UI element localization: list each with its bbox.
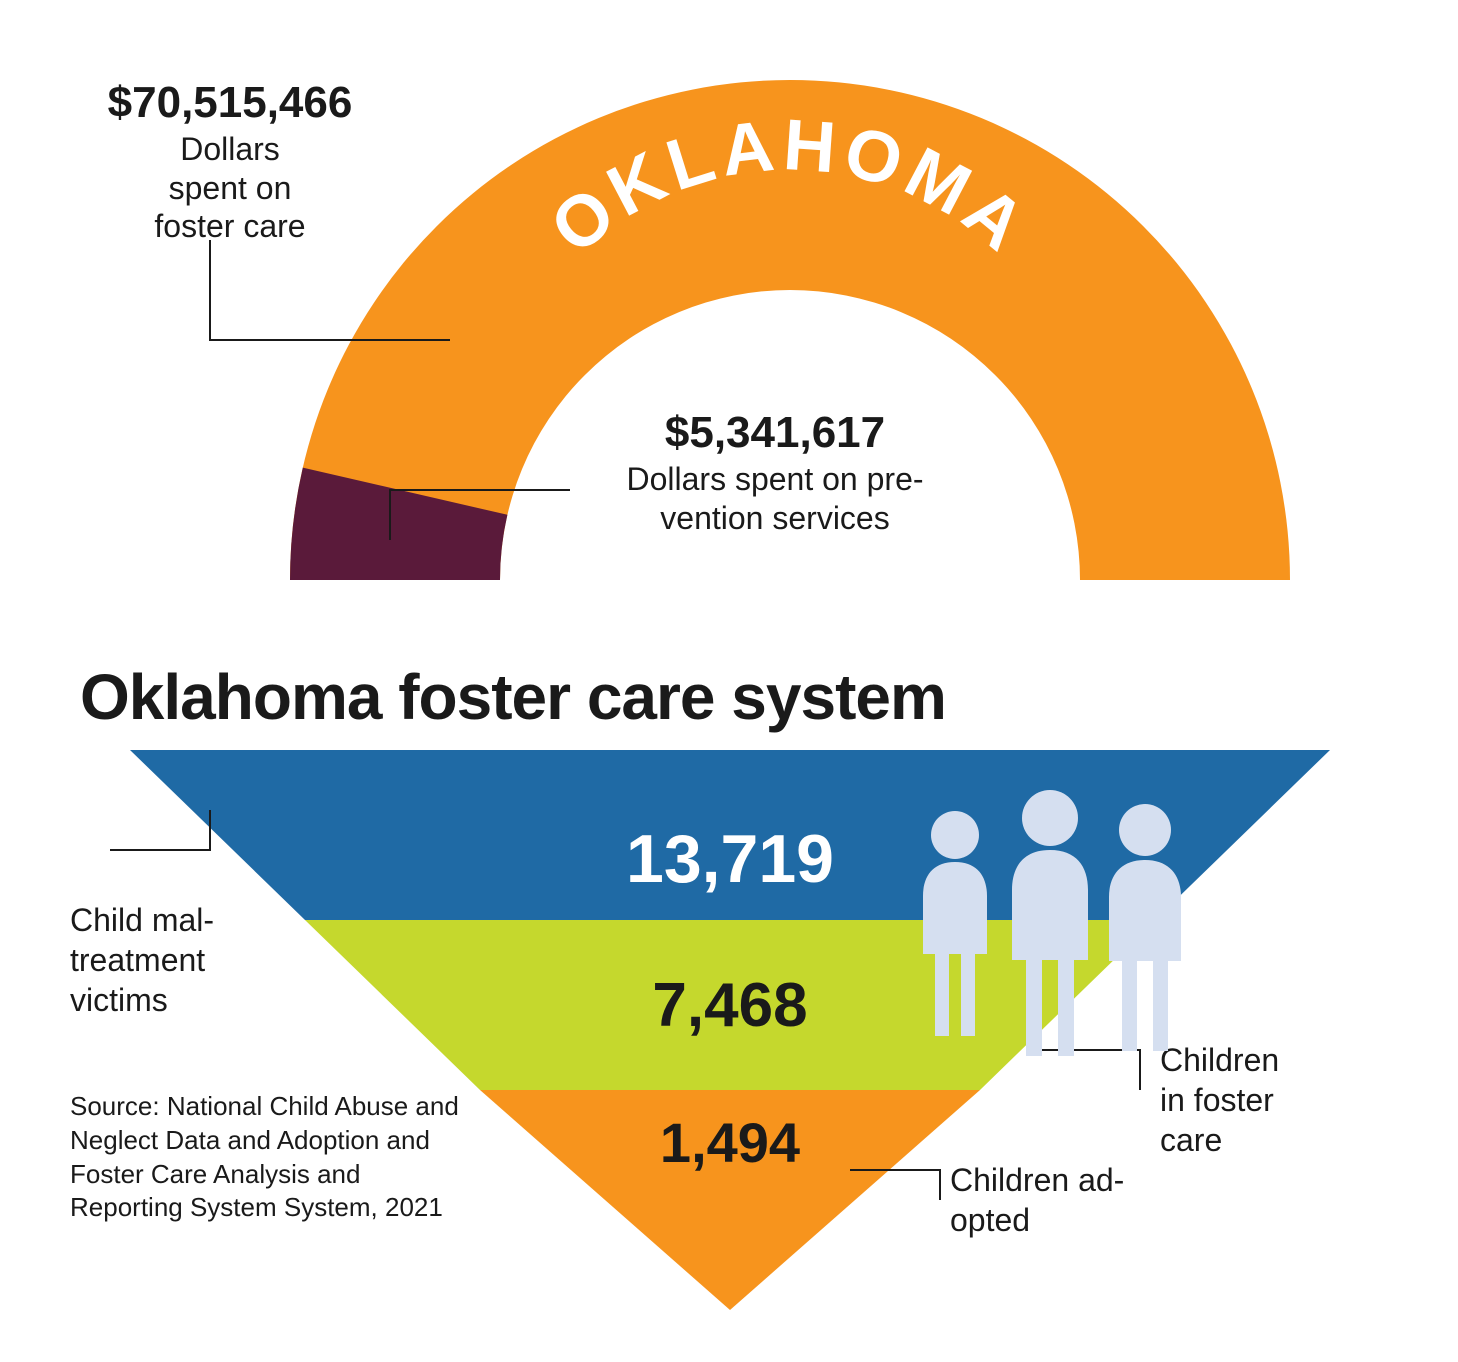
source-note: Source: National Child Abuse and Neglect… bbox=[70, 1090, 460, 1225]
foster-funnel: 13,719 7,468 1,494 Child mal- treatment … bbox=[80, 750, 1380, 1330]
foster-callout: $70,515,466 Dollars spent on foster care bbox=[80, 80, 380, 245]
foster-label: Dollars spent on foster care bbox=[80, 130, 380, 245]
prevention-amount: $5,341,617 bbox=[560, 410, 990, 456]
funnel-label-1: Child mal- treatment victims bbox=[70, 900, 310, 1020]
children-silhouette-icon bbox=[900, 780, 1200, 1060]
foster-amount: $70,515,466 bbox=[80, 80, 380, 126]
prevention-label: Dollars spent on pre- vention services bbox=[560, 460, 990, 537]
section-heading: Oklahoma foster care system bbox=[80, 660, 946, 734]
prevention-leader bbox=[360, 480, 580, 550]
infographic-stage: OKLAHOMA $70,515,466 Dollars spent on fo… bbox=[0, 0, 1458, 1362]
funnel-label-3: Children ad- opted bbox=[950, 1160, 1190, 1240]
prevention-callout: $5,341,617 Dollars spent on pre- vention… bbox=[560, 410, 990, 537]
foster-leader bbox=[200, 230, 460, 350]
